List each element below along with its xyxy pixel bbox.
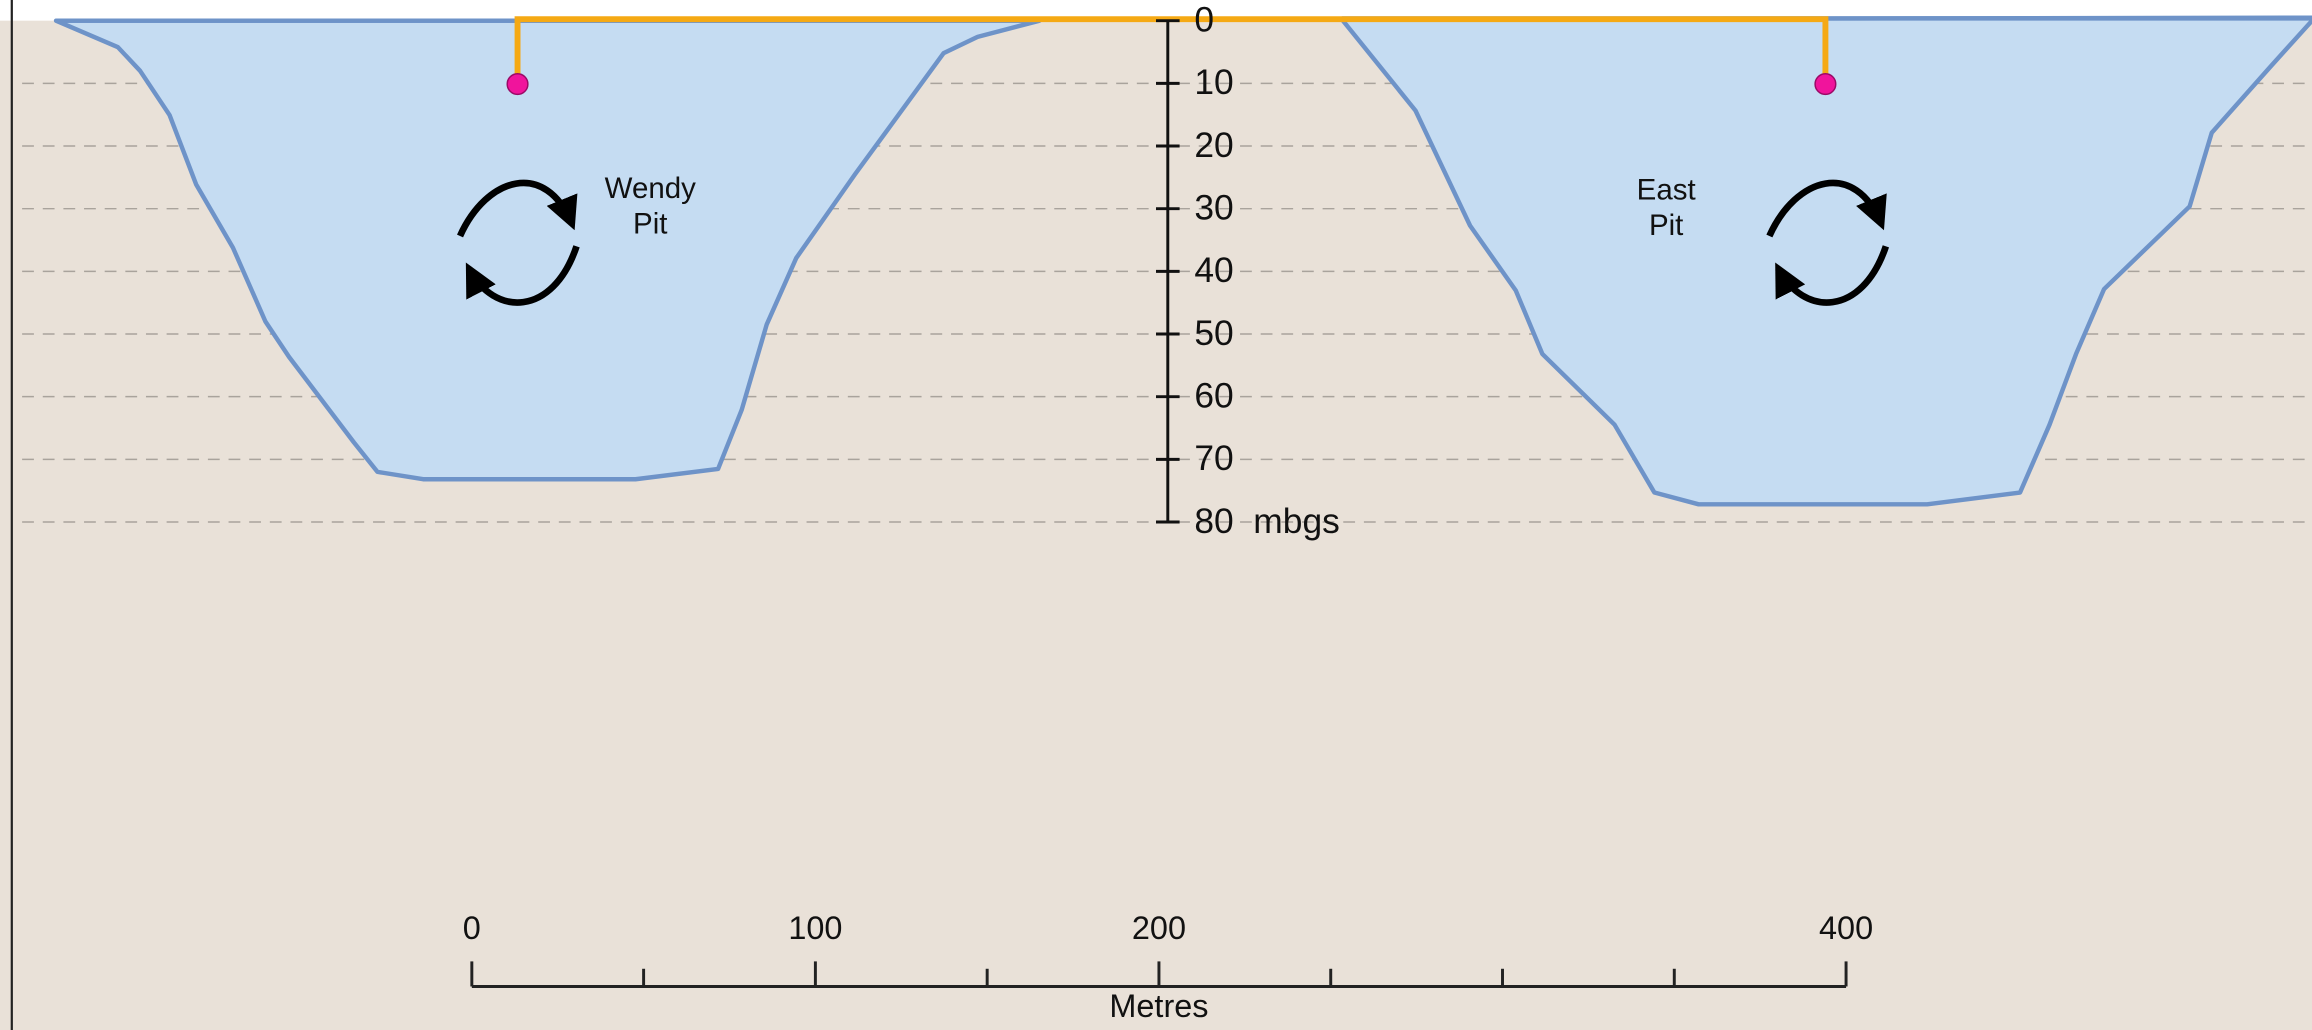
pit-label: Wendy [605,172,696,205]
pit-label: Pit [1649,209,1683,242]
scale-label: 200 [1132,910,1186,946]
pit-label: East [1637,173,1696,206]
scale-label: 0 [463,910,481,946]
tick-label: 10 [1194,63,1233,102]
tick-label: 20 [1194,126,1233,165]
scale-unit: Metres [1109,988,1208,1024]
tick-label: 80 [1194,502,1233,541]
scale-label: 400 [1819,910,1873,946]
axis-unit: mbgs [1253,502,1340,541]
tick-label: 50 [1194,314,1233,353]
tick-label: 60 [1194,376,1233,415]
tick-label: 40 [1194,251,1233,290]
scale-label: 100 [788,910,842,946]
tick-label: 70 [1194,439,1233,478]
tick-label: 30 [1194,188,1233,227]
tick-label: 0 [1194,0,1214,39]
pit-label: Pit [633,207,667,240]
intake [507,74,528,95]
intake [1815,74,1836,95]
diagram: Wendy Pit East Pit 0 10 20 30 40 50 60 70 80 mbgs… [0,0,2312,1030]
page: Wendy Pit East Pit 0 10 20 30 40 50 60 70 80 mbgs… [0,0,2312,1030]
